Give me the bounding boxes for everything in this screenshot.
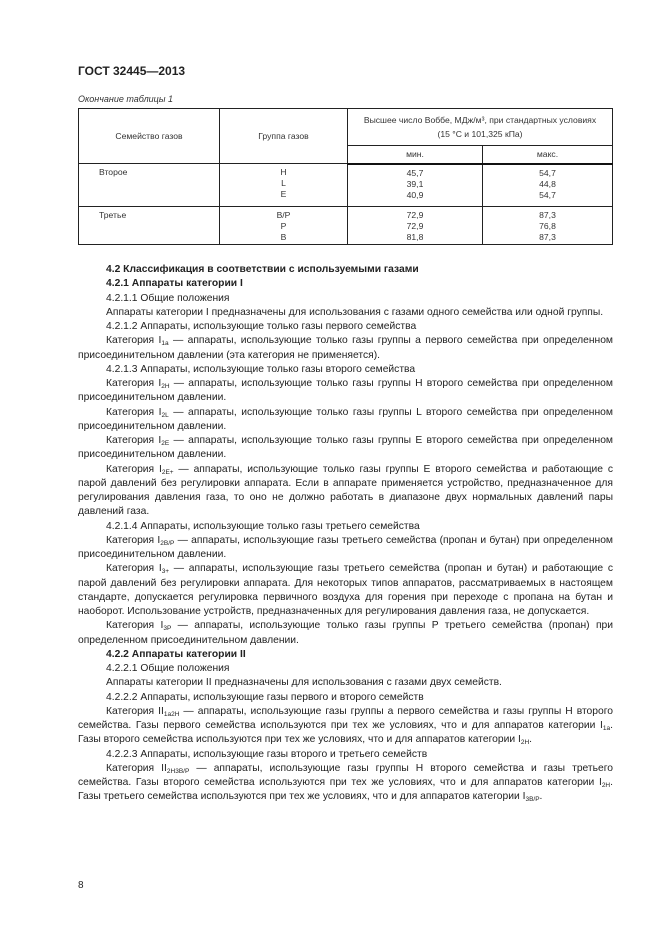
cell-family: Третье <box>78 206 220 245</box>
table-row: Второе H L E 45,7 39,1 40,9 54,7 44,8 54… <box>78 163 613 207</box>
category-subscript: 2H <box>601 782 611 789</box>
category-subscript: 2H <box>520 739 530 747</box>
category-subscript: 1a <box>161 340 169 348</box>
document-body: 4.2 Классификация в соответствии с испол… <box>78 263 613 805</box>
paragraph: 4.2.2.2 Аппараты, использующие газы перв… <box>78 691 613 705</box>
paragraph: Категория I3+ — аппараты, использующие г… <box>78 562 613 619</box>
paragraph-text: 4.2.1.2 Аппараты, использующие только га… <box>106 321 417 332</box>
paragraph-text: . Газы второго семейства используются пр… <box>78 720 613 746</box>
table-row: Третье B/P P B 72,9 72,9 81,8 87,3 76,8 … <box>78 206 613 245</box>
paragraph-text: — аппараты, использующие только газы гру… <box>78 620 613 646</box>
paragraph-text: . Газы третьего семейства используются п… <box>78 777 613 803</box>
wobbe-table: Семейство газов Группа газов Высшее числ… <box>78 108 613 245</box>
paragraph-text: — аппараты, использующие только газы гру… <box>78 406 613 432</box>
header-max: макс. <box>482 145 613 165</box>
cell-groups: H L E <box>219 163 348 207</box>
paragraph-text: Категория I <box>106 463 162 475</box>
category-subscript: 2H3B/P <box>166 767 190 775</box>
paragraph-text: Категория II <box>106 762 167 774</box>
paragraph-text: — аппараты, использующие только газы гру… <box>78 435 613 461</box>
header-family: Семейство газов <box>78 108 220 164</box>
paragraph-text: — аппараты, использующие газы третьего с… <box>78 534 614 560</box>
section-heading: 4.2.2 Аппараты категории II <box>78 648 613 662</box>
category-subscript: 1a <box>602 725 611 732</box>
table-caption: Окончание таблицы 1 <box>78 94 173 104</box>
category-subscript: 2E <box>161 440 170 447</box>
paragraph-text: Категория I <box>106 620 164 632</box>
paragraph-text: — аппараты, использующие газы третьего с… <box>78 563 613 617</box>
paragraph: Категория I2E — аппараты, использующие т… <box>78 434 613 463</box>
header-wobbe-conditions: (15 °С и 101,325 кПа) <box>437 129 523 139</box>
paragraph-text: 4.2.2.2 Аппараты, использующие газы перв… <box>106 691 424 703</box>
cell-groups: B/P P B <box>219 206 348 245</box>
cell-min: 72,9 72,9 81,8 <box>347 206 483 245</box>
paragraph-text: — аппараты, использующие только газы гру… <box>78 378 613 404</box>
header-min: мин. <box>347 145 483 165</box>
paragraph: Категория I2L — аппараты, использующие т… <box>78 406 613 435</box>
paragraph: Категория I2B/P — аппараты, использующие… <box>78 534 613 563</box>
paragraph-text: — аппараты, использующие газы группы H в… <box>78 762 613 788</box>
category-subscript: 3P <box>163 625 172 633</box>
cell-min: 45,7 39,1 40,9 <box>347 163 483 207</box>
paragraph-text: Категория I <box>106 378 162 389</box>
paragraph-text: Аппараты категории I предназначены для и… <box>106 306 604 318</box>
paragraph-text: Аппараты категории II предназначены для … <box>106 677 502 689</box>
paragraph-text: — аппараты, использующие только газы гру… <box>78 335 614 361</box>
cell-family: Второе <box>78 163 220 207</box>
section-heading: 4.2.1 Аппараты категории I <box>78 277 613 291</box>
category-subscript: 2B/P <box>160 539 175 547</box>
category-subscript: 2H <box>161 383 170 390</box>
paragraph-text: — аппараты, использующие газы группы а п… <box>78 705 613 731</box>
category-subscript: 2L <box>161 411 169 419</box>
paragraph-text: 4.2.2.1 Общие положения <box>106 663 230 674</box>
paragraph-text: 4.2.2 Аппараты категории II <box>106 648 246 660</box>
paragraph: Категория I3P — аппараты, использующие т… <box>78 619 613 648</box>
category-subscript: 2E+ <box>161 468 174 476</box>
paragraph: Аппараты категории I предназначены для и… <box>78 306 613 320</box>
paragraph-text: Категория I <box>106 563 162 575</box>
paragraph-text: . <box>529 734 533 746</box>
paragraph: 4.2.1.4 Аппараты, использующие только га… <box>78 520 613 534</box>
section-heading: 4.2 Классификация в соответствии с испол… <box>78 263 613 277</box>
paragraph: Категория I2H — аппараты, использующие т… <box>78 377 613 406</box>
paragraph-text: — аппараты, использующие только газы гру… <box>78 463 614 518</box>
paragraph: 4.2.2.1 Общие положения <box>78 662 613 676</box>
category-subscript: 1a2H <box>163 710 180 718</box>
cell-max: 87,3 76,8 87,3 <box>482 206 613 245</box>
paragraph-text: 4.2.1.3 Аппараты, использующие только га… <box>106 363 416 375</box>
category-subscript: 3+ <box>161 568 170 576</box>
paragraph: 4.2.1.3 Аппараты, использующие только га… <box>78 363 613 377</box>
paragraph-text: Категория I <box>106 335 162 347</box>
paragraph-text: . <box>539 791 543 803</box>
paragraph-text: 4.2.2.3 Аппараты, использующие газы втор… <box>106 748 428 760</box>
paragraph: 4.2.1.2 Аппараты, использующие только га… <box>78 320 613 334</box>
category-subscript: 3B/P <box>525 796 540 804</box>
paragraph: Аппараты категории II предназначены для … <box>78 676 613 690</box>
header-wobbe-text: Высшее число Воббе, МДж/м³, при стандарт… <box>363 115 597 125</box>
paragraph: 4.2.1.1 Общие положения <box>78 292 613 306</box>
header-group: Группа газов <box>219 108 348 164</box>
paragraph: Категория I2E+ — аппараты, использующие … <box>78 463 613 520</box>
paragraph-text: Категория I <box>106 406 162 418</box>
paragraph: Категория II2H3B/P — аппараты, использую… <box>78 762 613 805</box>
header-wobbe: Высшее число Воббе, МДж/м³, при стандарт… <box>347 108 613 146</box>
paragraph-text: 4.2.1 Аппараты категории I <box>106 278 243 290</box>
paragraph-text: Категория II <box>106 705 164 717</box>
paragraph-text: Категория I <box>106 534 161 546</box>
paragraph: Категория I1a — аппараты, использующие т… <box>78 334 613 363</box>
paragraph-text: 4.2.1.4 Аппараты, использующие только га… <box>106 520 420 532</box>
paragraph: Категория II1a2H — аппараты, использующи… <box>78 705 613 748</box>
page-number: 8 <box>78 880 84 891</box>
paragraph: 4.2.2.3 Аппараты, использующие газы втор… <box>78 748 613 762</box>
document-header: ГОСТ 32445—2013 <box>78 64 186 78</box>
paragraph-text: 4.2.1.1 Общие положения <box>106 292 230 304</box>
cell-max: 54,7 44,8 54,7 <box>482 163 613 207</box>
paragraph-text: 4.2 Классификация в соответствии с испол… <box>106 264 419 275</box>
paragraph-text: Категория I <box>106 435 162 446</box>
